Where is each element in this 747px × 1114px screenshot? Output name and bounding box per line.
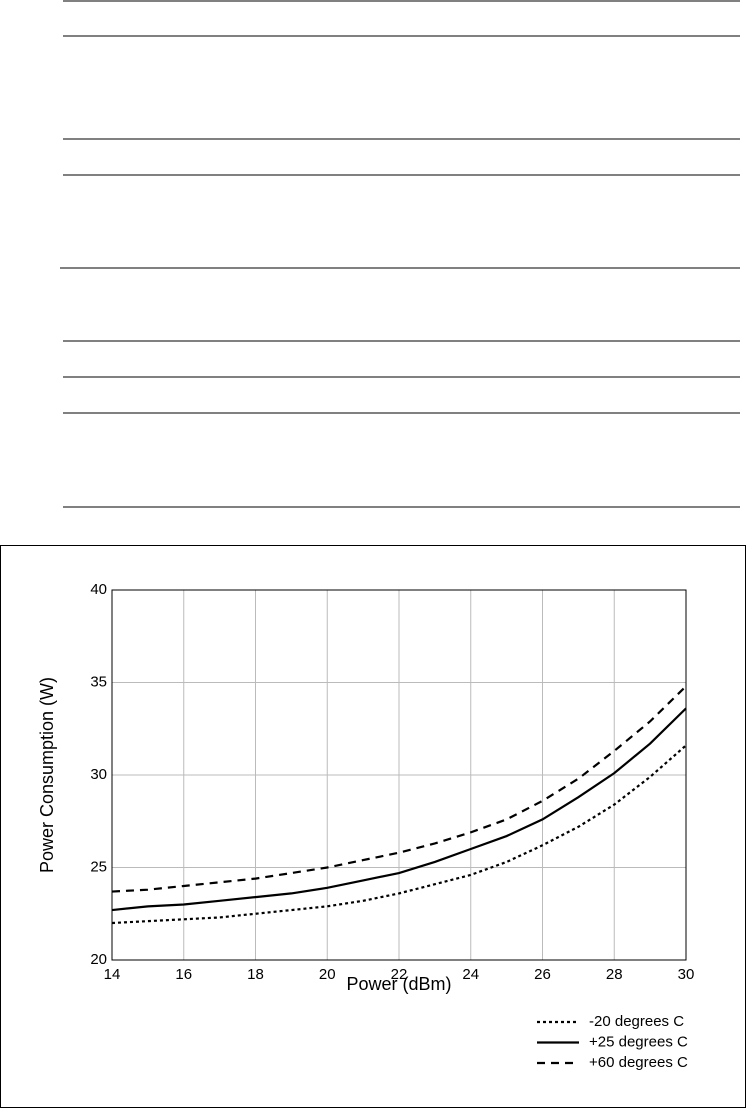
x-tick-label: 16	[175, 966, 192, 983]
y-tick-label: 30	[90, 766, 107, 783]
series-line	[111, 707, 687, 912]
y-tick-label: 40	[90, 581, 107, 598]
y-tick-label: 25	[90, 858, 107, 875]
x-axis-label: Power (dBm)	[346, 974, 451, 994]
x-tick-label: 28	[606, 966, 623, 983]
legend-label: +60 degrees C	[589, 1054, 688, 1071]
legend-label: -20 degrees C	[589, 1013, 684, 1030]
y-tick-label: 20	[90, 951, 107, 968]
plot-frame	[111, 589, 687, 961]
figure-frame	[0, 545, 746, 1108]
x-tick-label: 20	[319, 966, 336, 983]
x-tick-label: 22	[391, 966, 408, 983]
y-axis-label: Power Consumption (W)	[37, 677, 57, 873]
x-tick-label: 24	[462, 966, 479, 983]
y-tick-label: 35	[90, 673, 107, 690]
legend-label: +25 degrees C	[589, 1033, 688, 1050]
series-line	[111, 744, 687, 925]
table-rules	[60, 0, 740, 508]
x-tick-label: 18	[247, 966, 264, 983]
x-tick-label: 26	[534, 966, 551, 983]
x-tick-label: 30	[678, 966, 695, 983]
x-tick-label: 14	[104, 966, 121, 983]
